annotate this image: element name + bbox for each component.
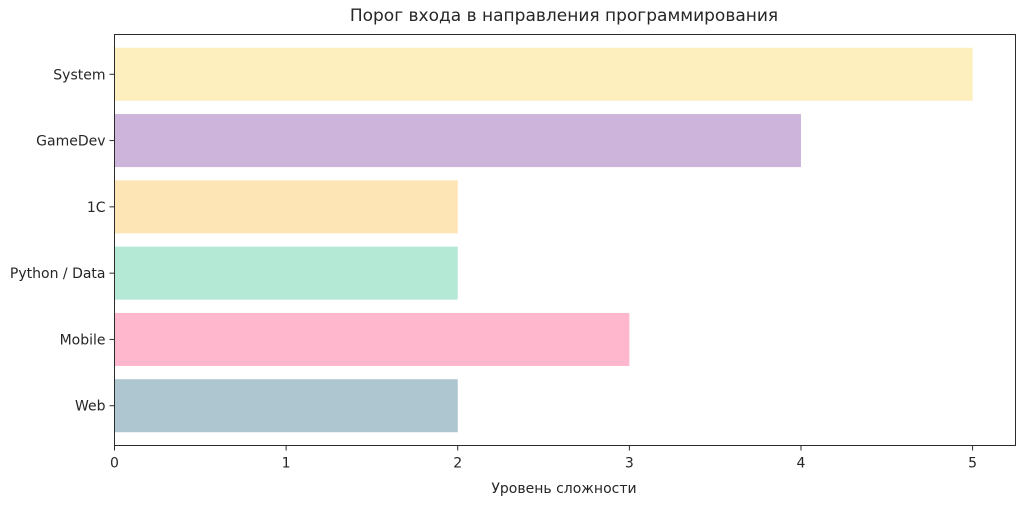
y-tick-label: Python / Data: [10, 266, 106, 282]
bar-python-data: [114, 246, 458, 300]
ticks-layer: Web Mobile Python / Data 1С GameDev System 0 1 2…: [10, 67, 977, 471]
x-tick-label: 3: [625, 456, 634, 472]
chart-title: Порог входа в направления программирован…: [350, 6, 778, 26]
y-tick-label: System: [53, 67, 105, 83]
y-tick-label: 1С: [87, 200, 106, 216]
x-tick-label: 1: [282, 456, 291, 472]
bar-web: [114, 379, 458, 433]
bar-mobile: [114, 312, 630, 366]
x-tick-label: 5: [968, 456, 977, 472]
y-tick-label: Web: [75, 399, 106, 415]
bar-1с: [114, 180, 458, 234]
y-tick-label: GameDev: [36, 134, 105, 150]
x-tick-label: 4: [797, 456, 806, 472]
x-tick-label: 2: [453, 456, 462, 472]
x-tick-label: 0: [110, 456, 119, 472]
plot-frame: [114, 34, 1016, 446]
bar-gamedev: [114, 114, 801, 168]
y-tick-label: Mobile: [60, 332, 106, 348]
bars-layer: [114, 47, 973, 433]
x-axis-label: Уровень сложности: [491, 481, 636, 497]
bar-system: [114, 47, 973, 101]
